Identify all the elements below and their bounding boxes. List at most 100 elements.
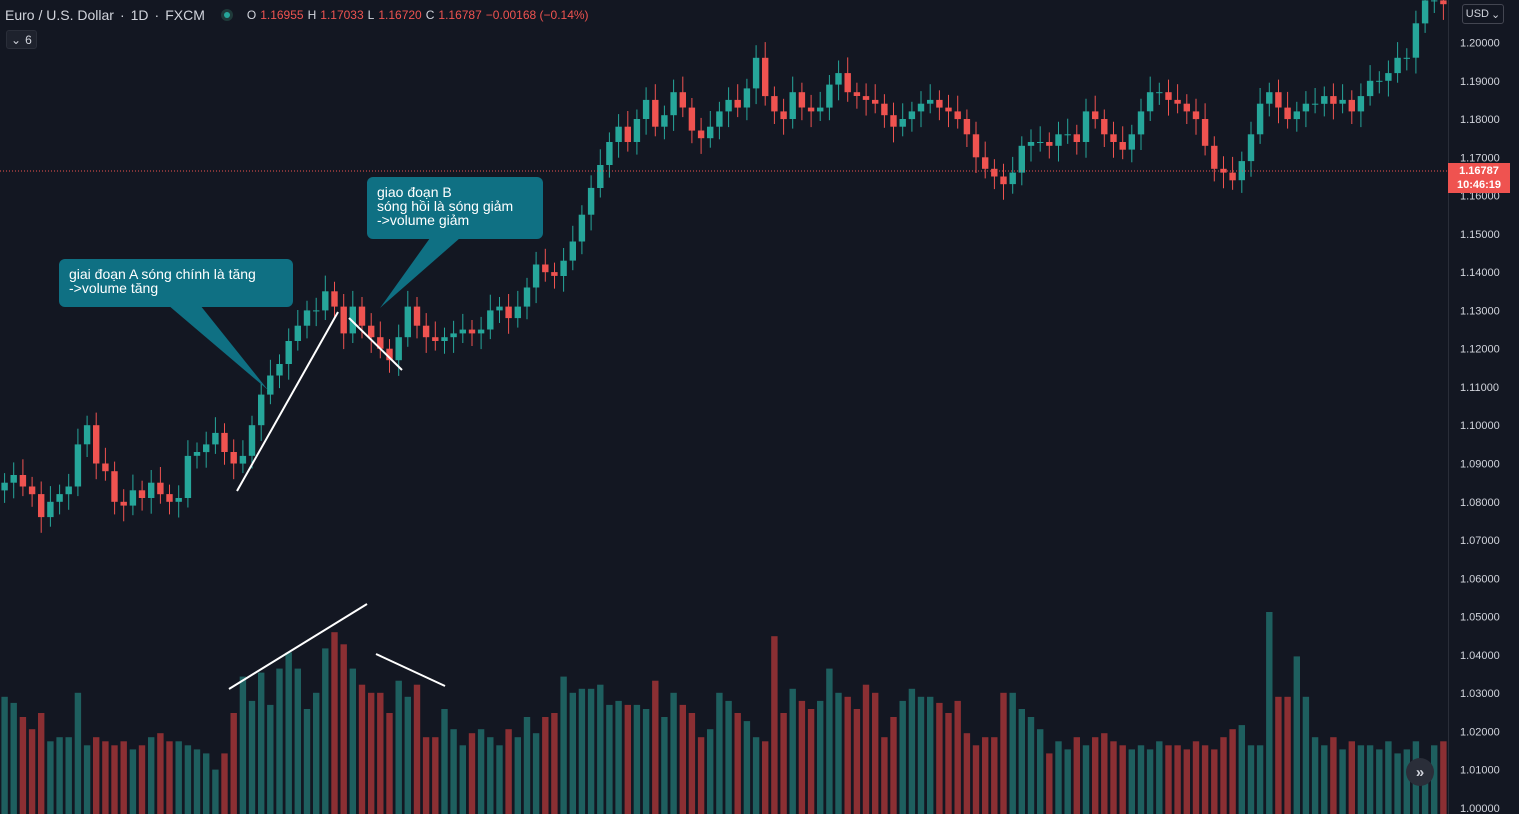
- scroll-to-realtime-button[interactable]: »: [1406, 758, 1434, 786]
- candle: [1302, 91, 1310, 128]
- candle-body: [899, 119, 906, 127]
- volume-bar: [560, 676, 567, 814]
- volume-bar: [1146, 749, 1154, 814]
- volume-bar: [450, 729, 457, 814]
- volume-bar: [1302, 696, 1310, 814]
- volume-bar: [670, 692, 677, 814]
- ohlc-low-value: 1.16720: [378, 8, 422, 22]
- candle: [1009, 156, 1016, 194]
- candle: [762, 42, 769, 106]
- candle-body: [248, 425, 256, 456]
- candle: [532, 251, 540, 304]
- candle: [459, 313, 466, 343]
- candle: [230, 439, 237, 480]
- candle: [972, 121, 980, 173]
- currency-button[interactable]: USD ⌄: [1462, 4, 1504, 24]
- price-tick-label: 1.11000: [1460, 382, 1499, 394]
- callout-phase-b[interactable]: giao đoạn B sóng hồi là sóng giảm ->volu…: [367, 177, 543, 239]
- candle-body: [1339, 99, 1346, 104]
- market-status-icon[interactable]: [220, 9, 233, 21]
- candle: [1046, 132, 1053, 159]
- candle: [1431, 0, 1438, 13]
- volume-bar: [716, 692, 723, 814]
- price-tick-label: 1.02000: [1460, 726, 1500, 738]
- candle-body: [716, 111, 723, 127]
- candle-body: [1073, 134, 1080, 142]
- candle-body: [587, 187, 595, 215]
- volume-bar: [93, 737, 100, 814]
- trend-line-phase-b-volume[interactable]: [375, 653, 446, 687]
- volume-bar: [1000, 692, 1007, 814]
- candle-body: [358, 306, 366, 326]
- volume-bar: [1376, 749, 1383, 814]
- candle: [908, 101, 916, 132]
- volume-bar: [1092, 737, 1099, 814]
- candle: [184, 440, 192, 508]
- candle: [1385, 60, 1392, 97]
- volume-bar: [1027, 717, 1035, 814]
- volume-bar: [633, 704, 641, 814]
- volume-bar: [477, 729, 485, 814]
- volume-bar: [890, 717, 897, 814]
- volume-bar: [129, 749, 137, 814]
- volume-bar: [551, 713, 558, 814]
- trend-line-phase-b-price[interactable]: [348, 317, 403, 371]
- ohlc-close-key: C: [425, 8, 435, 22]
- volume-bar: [1293, 656, 1300, 814]
- price-candles: [1, 0, 1447, 533]
- candle-body: [1421, 0, 1429, 24]
- volume-bar: [569, 692, 576, 814]
- volume-bar: [771, 636, 778, 814]
- candle: [1275, 79, 1282, 124]
- candle: [450, 320, 457, 353]
- volume-bar: [881, 737, 888, 814]
- candle: [752, 45, 760, 105]
- candle-body: [28, 486, 36, 495]
- volume-bar: [276, 668, 283, 814]
- volume-bar: [927, 696, 934, 814]
- volume-bar: [945, 713, 952, 814]
- candle-body: [1220, 168, 1227, 173]
- symbol-name[interactable]: Euro / U.S. Dollar: [5, 7, 114, 23]
- candle-body: [47, 501, 54, 518]
- candle-body: [1247, 134, 1255, 162]
- candle-body: [349, 306, 356, 334]
- candle: [1092, 95, 1099, 129]
- candle: [560, 248, 567, 292]
- candle-body: [267, 375, 274, 395]
- candle: [294, 310, 301, 351]
- interval-label[interactable]: 1D: [130, 7, 149, 23]
- volume-bar: [1183, 749, 1190, 814]
- candle-body: [313, 310, 320, 312]
- chevron-down-icon: ⌄: [1491, 8, 1501, 21]
- volume-bar: [56, 737, 63, 814]
- candle: [1211, 136, 1218, 182]
- indicators-toggle-button[interactable]: ⌄ 6: [6, 30, 37, 49]
- candle: [1256, 88, 1264, 144]
- volume-bar: [303, 709, 311, 814]
- candle: [386, 339, 393, 373]
- candle: [1165, 79, 1172, 116]
- candle-body: [1302, 103, 1310, 112]
- candle: [1284, 91, 1291, 129]
- callout-phase-a[interactable]: giai đoạn A sóng chính là tăng ->volume …: [59, 259, 293, 307]
- candle: [725, 87, 732, 128]
- volume-bar: [1440, 741, 1447, 814]
- trend-line-phase-a-volume[interactable]: [228, 603, 368, 690]
- candle-body: [578, 214, 586, 242]
- volume-bar: [1385, 741, 1392, 814]
- candle-body: [936, 99, 943, 108]
- volume-bar: [624, 704, 631, 814]
- candle: [65, 473, 72, 510]
- candle-body: [734, 99, 741, 108]
- candle: [1128, 124, 1135, 163]
- price-axis[interactable]: [1448, 0, 1519, 814]
- candle-body: [642, 99, 650, 119]
- candle: [432, 321, 439, 351]
- candle: [881, 94, 888, 128]
- trend-line-phase-a-price[interactable]: [236, 311, 339, 492]
- candle: [368, 313, 375, 353]
- volume-bar: [734, 713, 741, 814]
- candle-body: [569, 241, 576, 261]
